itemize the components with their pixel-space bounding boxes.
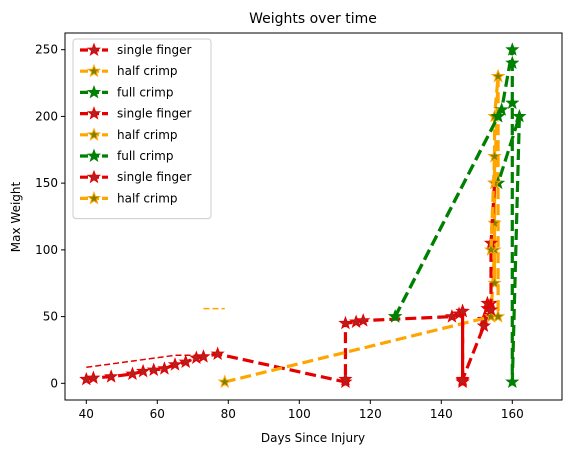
x-tick-label: 100 xyxy=(288,407,311,421)
x-axis-title: Days Since Injury xyxy=(261,431,365,445)
series-5 xyxy=(389,110,503,321)
legend-label: half crimp xyxy=(117,128,178,142)
data-point xyxy=(169,359,180,370)
y-axis-title: Max Weight xyxy=(9,181,23,252)
x-tick-label: 40 xyxy=(79,407,94,421)
series-line xyxy=(395,116,498,316)
y-tick-label: 250 xyxy=(35,43,58,57)
data-point xyxy=(219,376,230,387)
series-line xyxy=(395,50,519,382)
legend-label: full crimp xyxy=(117,85,173,99)
y-tick-label: 200 xyxy=(35,109,58,123)
chart-title: Weights over time xyxy=(249,11,377,27)
legend-label: half crimp xyxy=(117,64,178,78)
data-point xyxy=(507,97,518,108)
x-tick-label: 160 xyxy=(501,407,524,421)
x-tick-label: 120 xyxy=(359,407,382,421)
series-line xyxy=(225,76,498,382)
legend-label: full crimp xyxy=(117,149,173,163)
data-point xyxy=(180,356,191,367)
legend-label: single finger xyxy=(117,107,192,121)
legend-label: single finger xyxy=(117,170,192,184)
x-tick-label: 80 xyxy=(221,407,236,421)
legend-label: half crimp xyxy=(117,191,178,205)
y-tick-label: 50 xyxy=(43,310,58,324)
y-tick-label: 150 xyxy=(35,176,58,190)
data-point xyxy=(137,365,148,376)
data-point xyxy=(212,348,223,359)
series-2 xyxy=(389,44,525,387)
legend-label: single finger xyxy=(117,43,192,57)
data-point xyxy=(148,364,159,375)
y-tick-label: 100 xyxy=(35,243,58,257)
legend: single finger half crimp full crimp single … xyxy=(73,39,211,219)
data-point xyxy=(507,376,518,387)
x-tick-label: 140 xyxy=(430,407,453,421)
y-tick-label: 0 xyxy=(50,376,58,390)
x-tick-label: 60 xyxy=(150,407,165,421)
data-point xyxy=(159,363,170,374)
data-point xyxy=(105,371,116,382)
data-point xyxy=(127,368,138,379)
series-0 xyxy=(81,297,497,387)
